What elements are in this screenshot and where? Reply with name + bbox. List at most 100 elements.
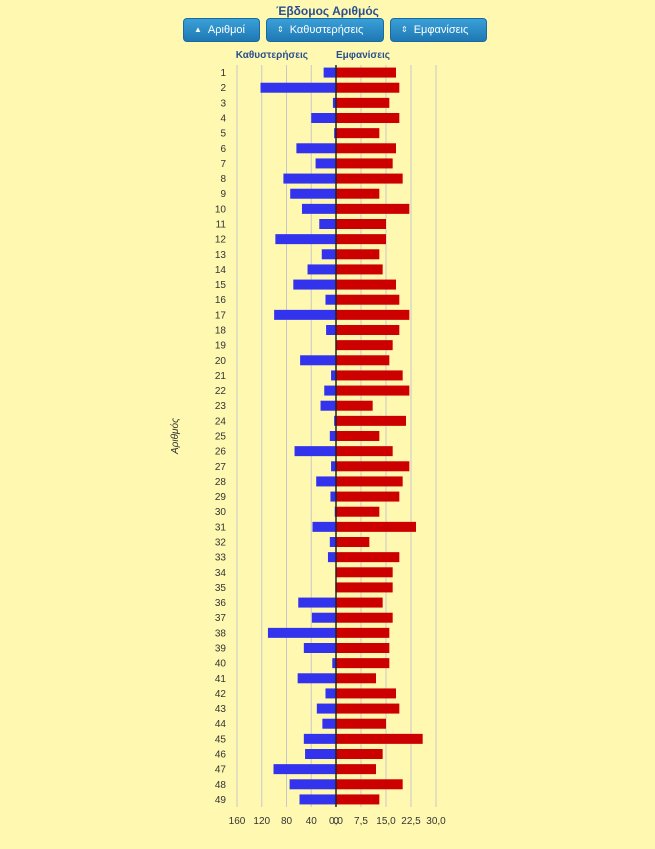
delay-bar (275, 234, 336, 245)
delay-bar (297, 673, 336, 684)
category-label: 42 (215, 689, 227, 700)
appearance-bar (336, 82, 400, 93)
delay-bar (301, 203, 336, 214)
appearance-bar (336, 733, 423, 744)
appearance-bar (336, 688, 396, 699)
delay-bar (300, 355, 336, 366)
sort-by-delays-button[interactable]: ⇕ Καθυστερήσεις (266, 18, 384, 42)
appearance-bar (336, 612, 393, 623)
delay-bar (329, 431, 336, 441)
delay-bar (321, 249, 336, 260)
category-label: 18 (215, 326, 227, 337)
delay-bar (290, 188, 336, 199)
x-tick-label-appearances: 22,5 (401, 816, 421, 827)
category-label: 6 (220, 144, 226, 155)
delay-bar (283, 173, 336, 184)
sort-by-appearances-button[interactable]: ⇕ Εμφανίσεις (390, 18, 487, 42)
sort-button-group: ▲ Αριθμοί ⇕ Καθυστερήσεις ⇕ Εμφανίσεις (183, 18, 487, 44)
appearance-bar (336, 658, 390, 669)
category-label: 10 (215, 204, 227, 215)
appearance-bar (336, 279, 396, 290)
delay-bar (322, 718, 336, 729)
category-label: 5 (220, 129, 226, 140)
appearance-bar (336, 673, 376, 684)
delay-bar (294, 446, 336, 457)
delay-bar (319, 219, 336, 229)
appearance-bar (336, 431, 380, 441)
category-label: 48 (215, 780, 227, 791)
category-label: 17 (215, 310, 227, 321)
category-label: 47 (215, 765, 227, 776)
delay-bar (298, 597, 336, 608)
x-tick-label-appearances: 30,0 (426, 816, 446, 827)
appearance-bar (336, 325, 400, 335)
category-label: 30 (215, 507, 227, 518)
delay-bar (303, 733, 336, 744)
category-label: 7 (220, 159, 226, 170)
delay-bar (332, 97, 336, 108)
delay-bar (325, 294, 336, 305)
category-label: 3 (220, 98, 226, 109)
delay-bar (323, 67, 336, 78)
delay-bar (315, 158, 336, 169)
sort-icon: ⇕ (401, 25, 408, 34)
delay-bar (316, 476, 336, 487)
delay-bar (334, 415, 336, 426)
category-label: 21 (215, 371, 227, 382)
category-label: 9 (220, 189, 226, 200)
delay-bar (330, 491, 336, 502)
appearance-bar (336, 552, 400, 563)
delay-bar (332, 658, 336, 669)
appearance-bar (336, 400, 373, 411)
delay-bar (325, 688, 336, 699)
appearance-bar (336, 506, 380, 517)
appearance-bar (336, 340, 393, 351)
delay-bar (327, 552, 336, 563)
appearance-bar (336, 219, 386, 229)
appearance-bar (336, 749, 383, 759)
category-label: 46 (215, 750, 227, 761)
delay-bar (296, 143, 336, 154)
appearance-bar (336, 491, 400, 502)
appearance-bar (336, 143, 396, 154)
x-tick-label-delays: 120 (253, 816, 270, 827)
delay-bar (334, 128, 336, 139)
appearance-bar (336, 567, 393, 578)
appearance-bar (336, 794, 380, 805)
appearance-bar (336, 309, 410, 320)
appearance-bar (336, 537, 370, 547)
appearance-bar (336, 355, 390, 366)
sort-by-number-button[interactable]: ▲ Αριθμοί (183, 18, 260, 42)
delay-bar (312, 521, 336, 532)
category-label: 33 (215, 553, 227, 564)
appearance-bar (336, 97, 390, 108)
category-label: 1 (220, 68, 226, 79)
x-tick-label-delays: 80 (281, 816, 293, 827)
x-tick-label-delays: 0 (333, 816, 339, 827)
appearance-bar (336, 461, 410, 472)
delay-bar (311, 612, 336, 623)
category-label: 35 (215, 583, 227, 594)
category-label: 28 (215, 477, 227, 488)
delay-bar (260, 82, 336, 93)
sort-icon: ⇕ (277, 25, 284, 34)
category-label: 2 (220, 83, 226, 94)
appearance-bar (336, 415, 406, 426)
x-tick-label-appearances: 15,0 (376, 816, 396, 827)
delay-bar (329, 537, 336, 547)
appearance-bar (336, 703, 400, 714)
y-axis-label: Αριθμός (169, 418, 181, 455)
appearance-bar (336, 643, 390, 653)
category-label: 16 (215, 295, 227, 306)
x-tick-label-delays: 40 (306, 816, 318, 827)
category-label: 12 (215, 235, 227, 246)
appearance-bar (336, 476, 403, 487)
appearance-bar (336, 67, 396, 78)
delay-bar (311, 113, 336, 123)
delay-bar (293, 279, 336, 290)
category-label: 37 (215, 613, 227, 624)
category-label: 27 (215, 462, 227, 473)
category-label: 22 (215, 386, 227, 397)
sort-up-icon: ▲ (194, 25, 202, 34)
category-label: 39 (215, 644, 227, 655)
